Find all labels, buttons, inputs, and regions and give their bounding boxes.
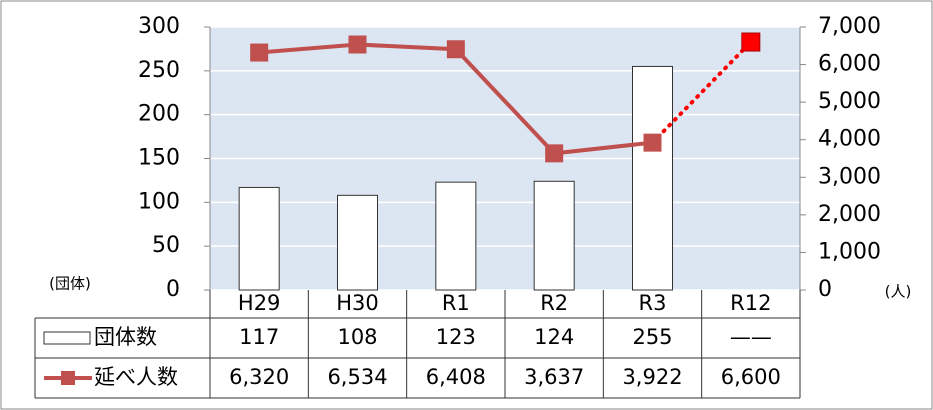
y-tick-label: 200 (138, 102, 180, 127)
projection-line (650, 40, 753, 145)
table-value: 6,408 (426, 365, 486, 389)
marker (250, 43, 269, 62)
bar (435, 181, 477, 291)
y-tick-label: 300 (138, 14, 180, 39)
y2-tick-label: 4,000 (818, 127, 881, 152)
bar (632, 65, 673, 291)
y2-tick-label: 5,000 (818, 89, 881, 114)
y2-tick-label: 6,000 (818, 52, 881, 77)
y-tick-label: 150 (138, 146, 180, 171)
y2-tick-label: 1,000 (818, 239, 881, 264)
legend-label: 団体数 (94, 325, 157, 349)
y2-tick-label: 7,000 (818, 14, 881, 39)
y-tick-label: 50 (152, 233, 180, 258)
x-tick-label: R2 (540, 291, 568, 315)
legend-label: 延べ人数 (94, 365, 178, 389)
y-tick-label: 0 (166, 277, 180, 302)
table-value: 117 (239, 325, 279, 349)
table-value: 6,320 (229, 365, 289, 389)
x-tick-label: R3 (639, 291, 667, 315)
marker (741, 32, 761, 52)
bar (238, 186, 280, 291)
y-tick-label: 100 (138, 189, 180, 214)
table-value: 6,534 (327, 365, 387, 389)
x-tick-label: H30 (336, 291, 379, 315)
x-tick-label: R1 (442, 291, 470, 315)
legend-key (61, 371, 75, 385)
marker (446, 40, 465, 59)
y-tick-label: 250 (138, 58, 180, 83)
table-value: 6,600 (721, 365, 781, 389)
x-tick-label: R12 (730, 291, 771, 315)
bar (337, 194, 378, 291)
table-value: 3,922 (622, 365, 682, 389)
table-value: —— (730, 325, 772, 349)
table-value: 255 (632, 325, 672, 349)
legend-key (43, 331, 91, 345)
y2-tick-label: 3,000 (818, 164, 881, 189)
bar (533, 180, 575, 291)
y-axis-label: (団体) (49, 275, 91, 293)
y2-axis-label: (人) (885, 283, 912, 301)
table-value: 123 (436, 325, 476, 349)
y2-tick-label: 2,000 (818, 202, 881, 227)
table-value: 124 (534, 325, 574, 349)
y2-tick-label: 0 (818, 277, 832, 302)
marker (348, 35, 367, 54)
marker (643, 133, 662, 152)
x-tick-label: H29 (238, 291, 281, 315)
table-value: 108 (337, 325, 377, 349)
marker (545, 144, 564, 163)
table-value: 3,637 (524, 365, 584, 389)
